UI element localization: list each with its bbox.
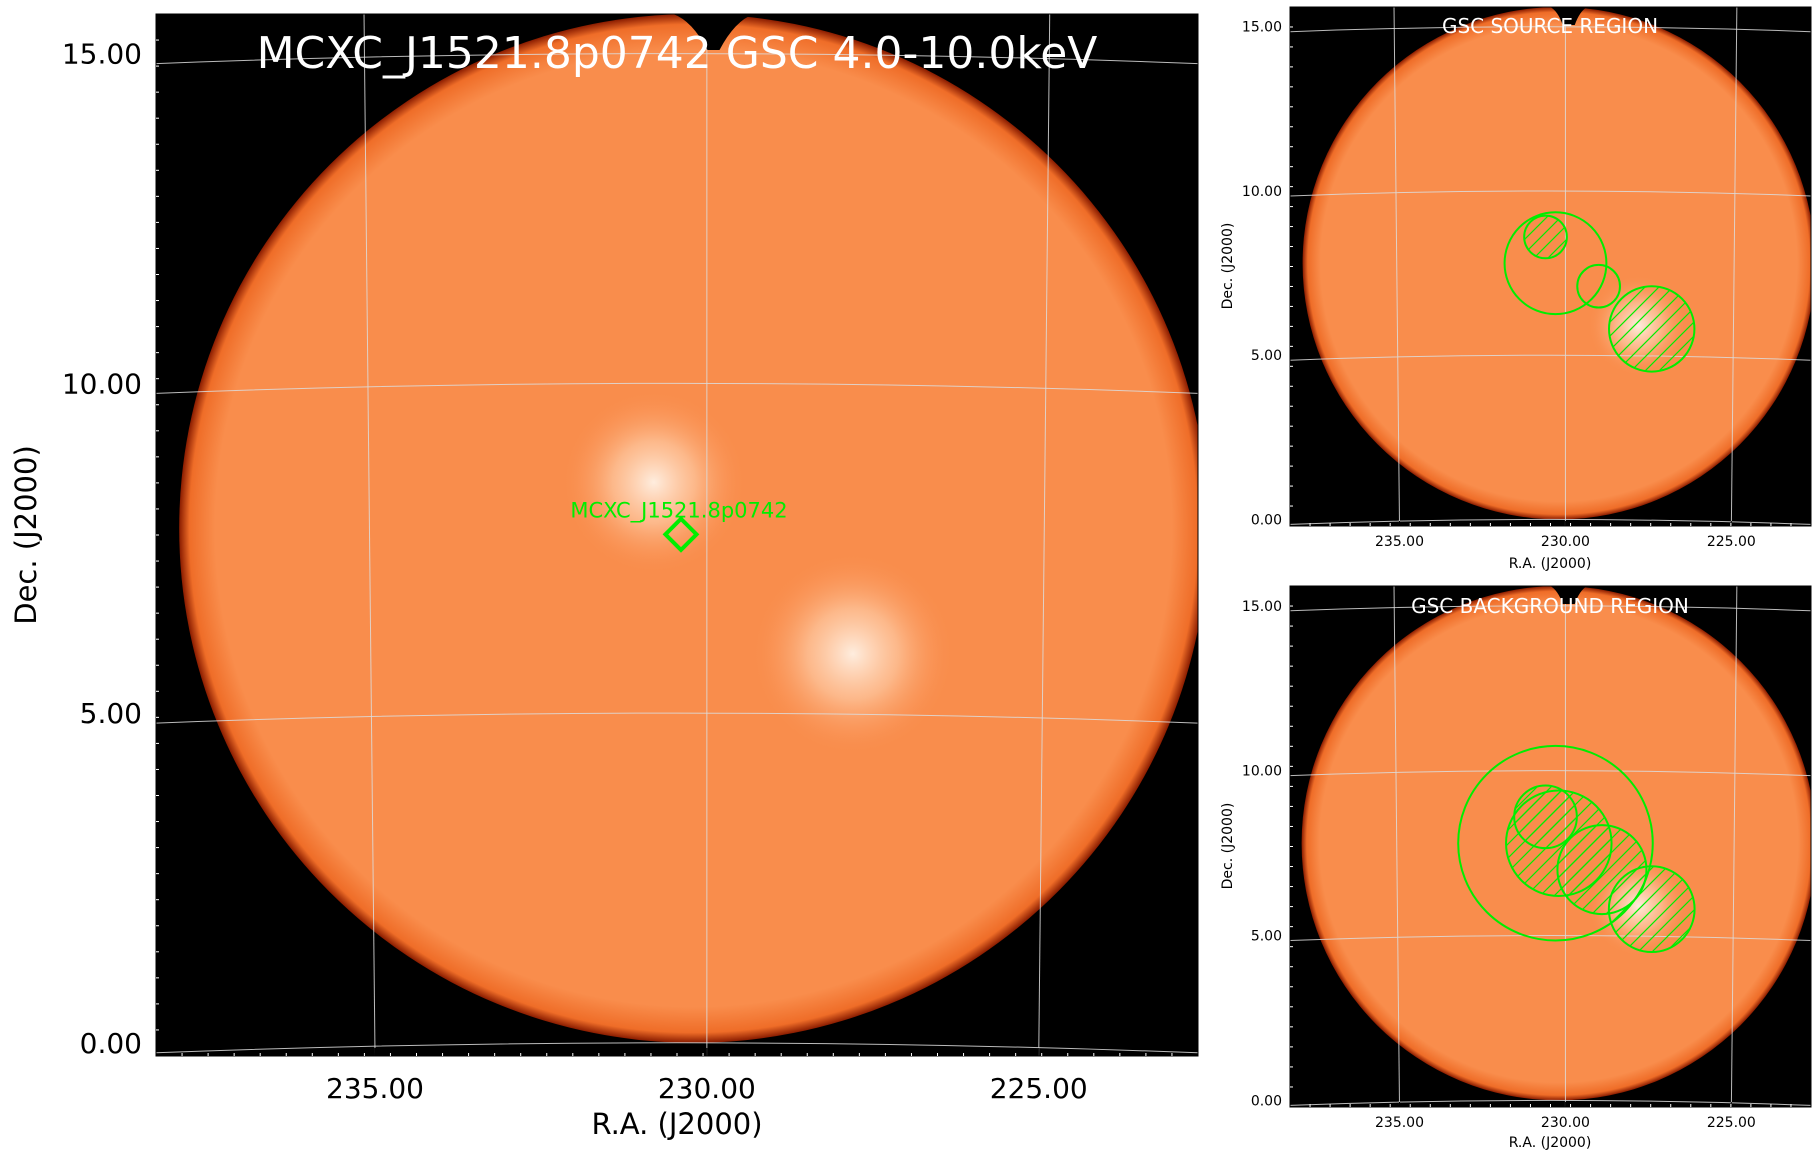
cluster-marker: MCXC_J1521.8p0742 (570, 498, 788, 553)
cluster-marker-label: MCXC_J1521.8p0742 (570, 498, 787, 523)
background-ra-gridline (1730, 586, 1738, 1107)
source-dec-gridline (1290, 26, 1811, 33)
background-y-axis-label: Dec. (J2000) (1220, 803, 1236, 890)
main-fov-notch (673, 14, 754, 50)
main-panel: 235.00 230.00 225.00 0.00 5.00 10.00 15.00 MCX… (9, 13, 1199, 1141)
source-excluded-region (1608, 285, 1696, 373)
main-y-tick-label: 5.00 (80, 697, 142, 730)
main-title: MCXC_J1521.8p0742 GSC 4.0-10.0keV (257, 28, 1098, 79)
source-ra-gridline (1730, 7, 1738, 526)
background-excluded-region (1607, 865, 1696, 954)
main-x-tick-label: 225.00 (990, 1072, 1088, 1105)
source-ra-gridline (1393, 7, 1401, 526)
source-x-tick-label: 235.00 (1375, 534, 1424, 550)
background-x-tick-label: 230.00 (1541, 1115, 1590, 1131)
background-fov-notch (1550, 586, 1588, 604)
background-dec-gridline (1290, 605, 1811, 612)
source-panel: 235.00 230.00 225.00 0.00 5.00 10.00 15.00 GSC… (1220, 6, 1812, 572)
background-y-tick-label: 10.00 (1242, 764, 1282, 780)
background-dec-gridline (1290, 770, 1811, 777)
main-x-tick-label: 235.00 (326, 1072, 424, 1105)
main-x-tick-label: 230.00 (658, 1072, 756, 1105)
main-dec-gridline (156, 53, 1198, 65)
background-title: GSC BACKGROUND REGION (1411, 594, 1689, 618)
source-dec-gridline (1290, 518, 1811, 525)
main-dec-gridline (156, 1042, 1198, 1054)
source-region-circle (1503, 211, 1608, 316)
background-y-tick-label: 0.00 (1251, 1093, 1282, 1109)
background-y-tick-label: 5.00 (1251, 929, 1282, 945)
main-y-axis-label: Dec. (J2000) (9, 445, 43, 625)
background-x-tick-label: 225.00 (1707, 1115, 1756, 1131)
main-ra-gridline (1038, 14, 1051, 1056)
background-x-tick-label: 235.00 (1375, 1115, 1424, 1131)
source-fov-notch (1550, 7, 1588, 25)
source-y-tick-label: 10.00 (1242, 184, 1282, 200)
background-y-tick-label: 15.00 (1242, 599, 1282, 615)
main-y-tick-label: 15.00 (62, 38, 142, 71)
source-excluded-region (1523, 214, 1568, 260)
source-y-tick-label: 0.00 (1251, 512, 1282, 528)
main-ra-gridline (363, 14, 376, 1056)
source-y-tick-label: 15.00 (1242, 20, 1282, 36)
source-y-tick-label: 5.00 (1251, 348, 1282, 364)
source-x-tick-label: 230.00 (1541, 534, 1590, 550)
background-panel: 235.00 230.00 225.00 0.00 5.00 10.00 15.00 GSC… (1220, 585, 1812, 1151)
source-y-axis-label: Dec. (J2000) (1220, 223, 1236, 310)
main-bright-spot (751, 552, 955, 756)
cluster-marker-diamond (662, 515, 700, 553)
source-field-of-view (1302, 7, 1811, 520)
source-dec-gridline (1290, 190, 1811, 197)
background-ra-gridline (1393, 586, 1401, 1107)
source-x-axis-label: R.A. (J2000) (1509, 556, 1592, 572)
source-x-tick-label: 225.00 (1707, 534, 1756, 550)
background-x-axis-label: R.A. (J2000) (1509, 1135, 1592, 1151)
source-dec-gridline (1290, 354, 1811, 361)
main-dec-gridline (156, 712, 1198, 724)
background-dec-gridline (1290, 935, 1811, 942)
main-x-axis-label: R.A. (J2000) (591, 1107, 762, 1141)
source-title: GSC SOURCE REGION (1442, 14, 1658, 38)
main-y-tick-label: 0.00 (80, 1027, 142, 1060)
main-bright-spot (561, 389, 747, 575)
source-region-circle (1576, 263, 1621, 309)
background-dec-gridline (1290, 1099, 1811, 1106)
background-region-circle (1457, 744, 1654, 942)
main-y-tick-label: 10.00 (62, 367, 142, 400)
